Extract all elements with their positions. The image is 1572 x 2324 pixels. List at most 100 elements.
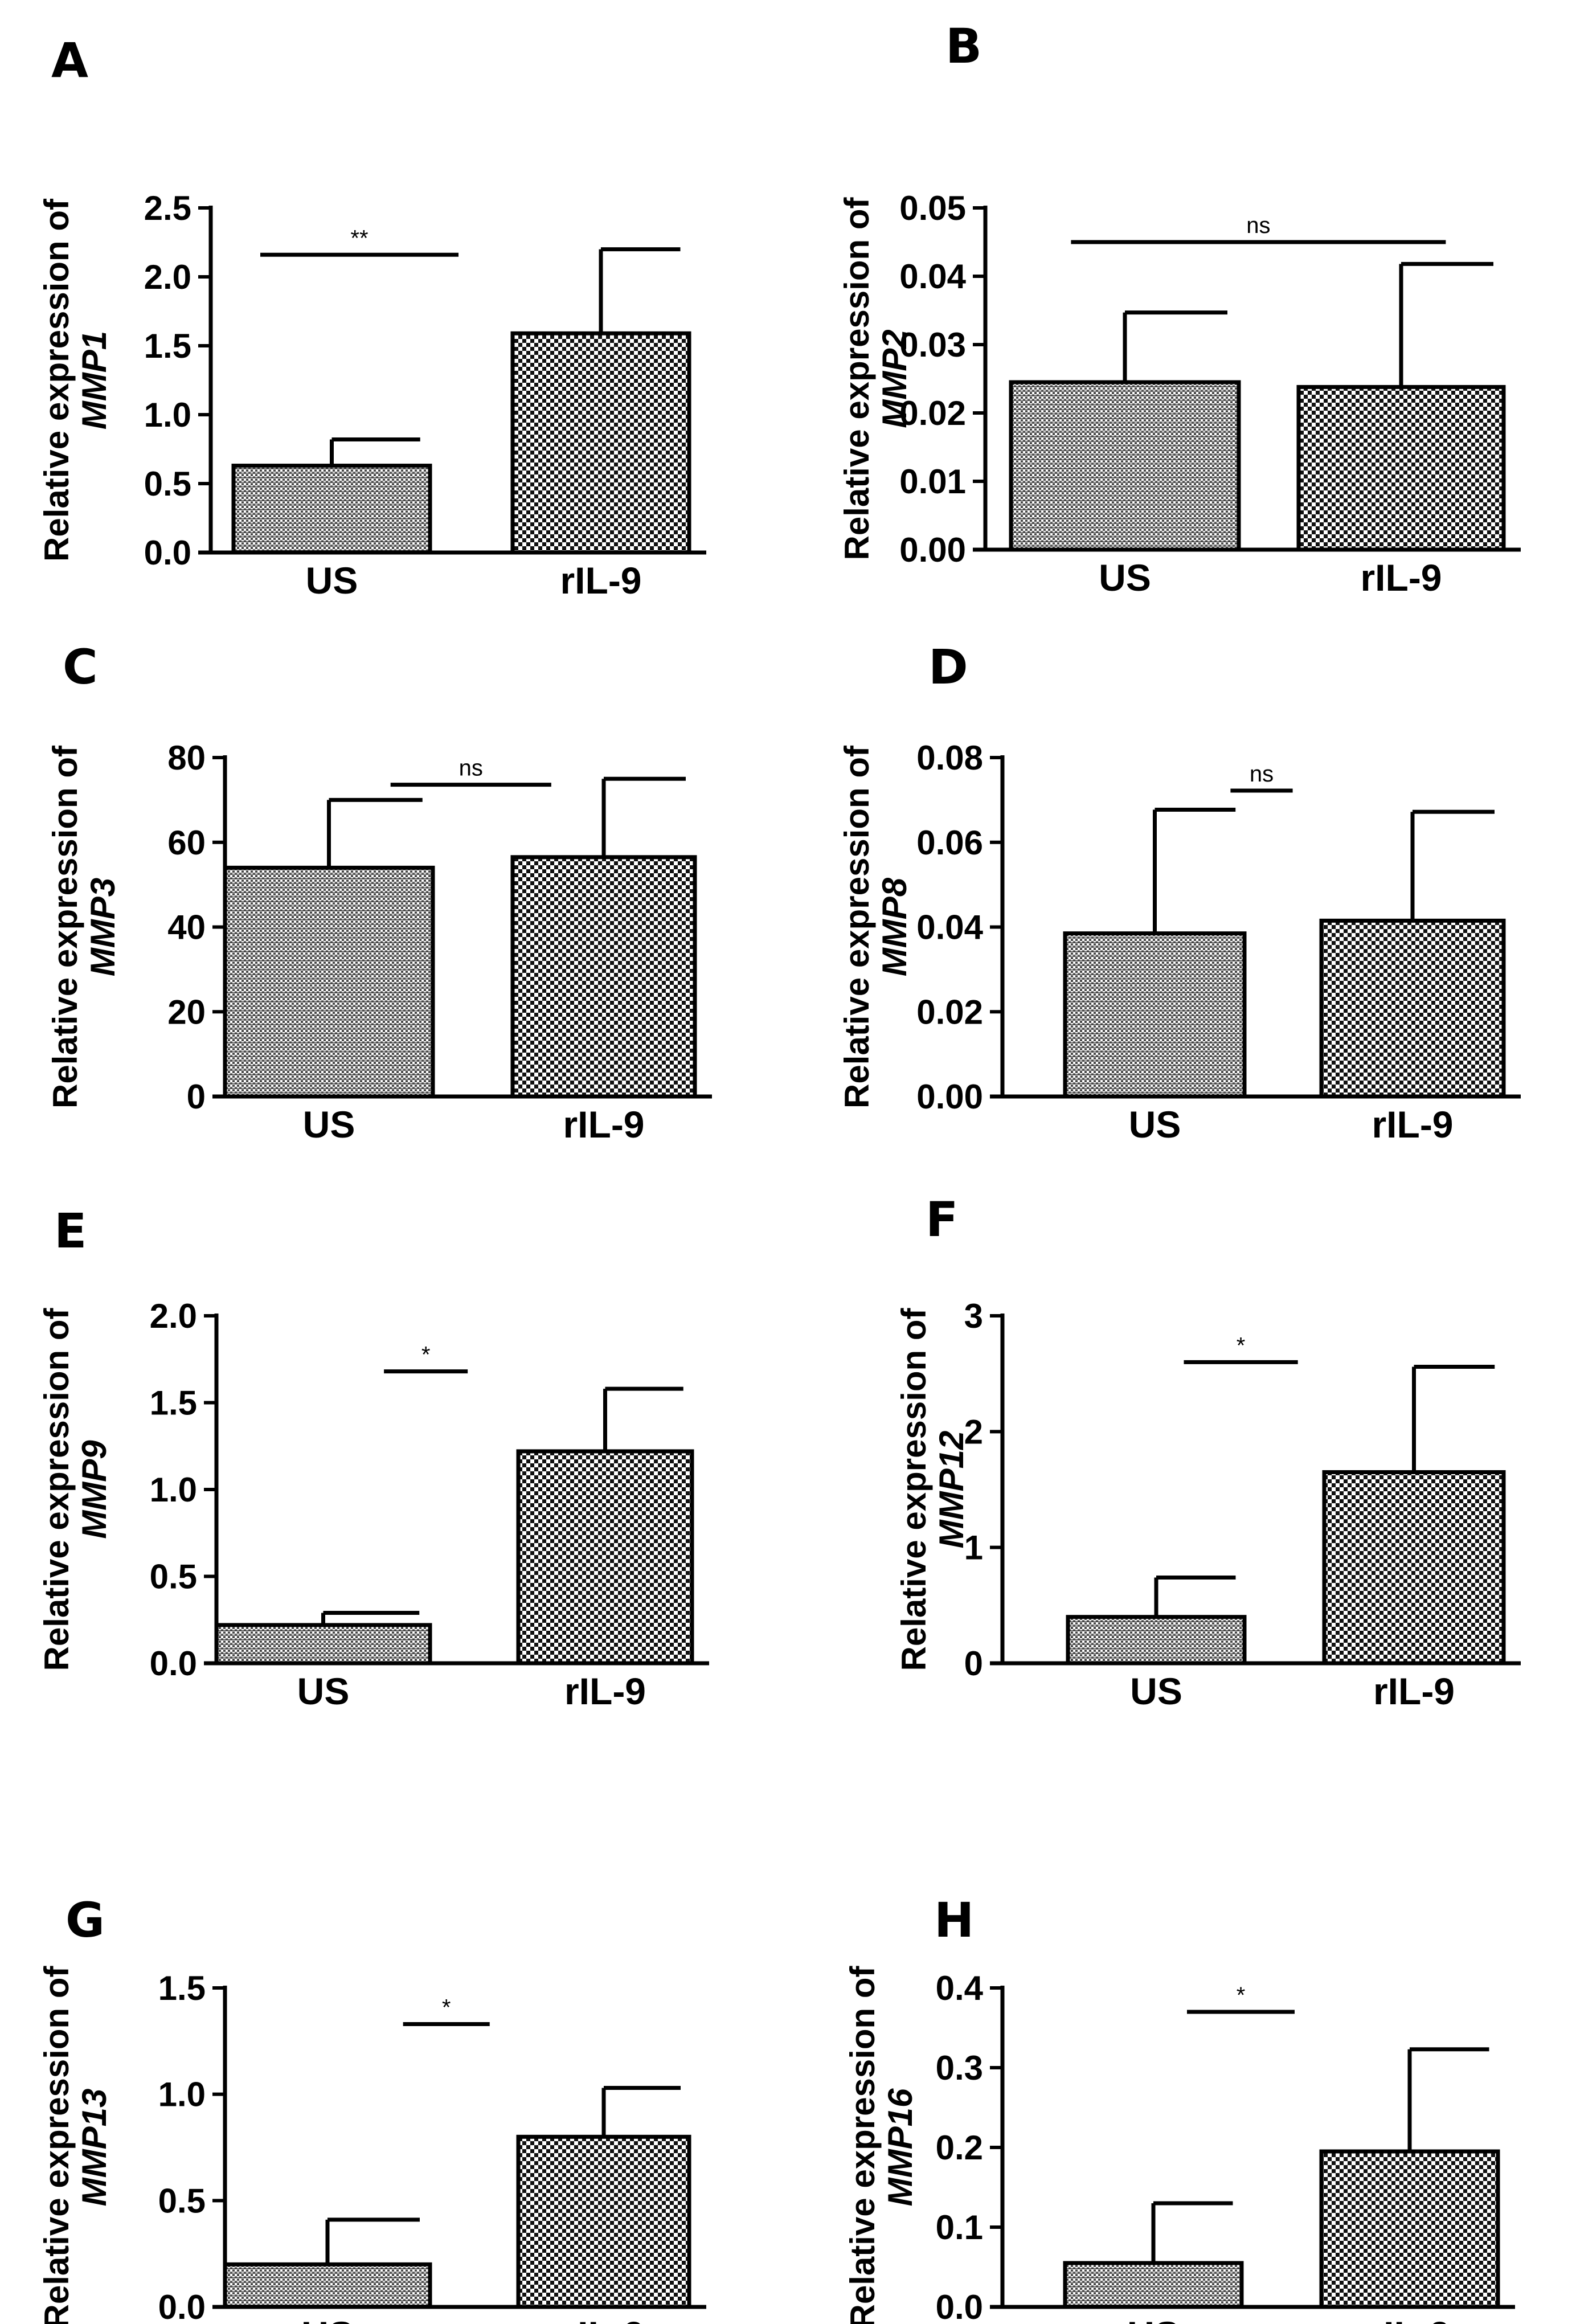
y-tick-label: 40 xyxy=(167,909,206,947)
bar-us-a xyxy=(231,464,432,555)
x-tick-label-us-f: US xyxy=(1130,1670,1182,1712)
y-tick-label: 1.0 xyxy=(144,396,191,434)
panel-letter-a: A xyxy=(51,32,88,88)
y-tick-label: 0.0 xyxy=(158,2288,206,2324)
bar-us-d xyxy=(1063,931,1247,1099)
y-tick-label: 1.5 xyxy=(158,1969,206,2007)
bar-ril9-c xyxy=(510,855,697,1099)
x-tick-label-ril9-g: rIL-9 xyxy=(563,2314,644,2324)
y-tick-label: 2.5 xyxy=(144,189,191,227)
y-tick-label: 1.5 xyxy=(144,327,191,365)
y-tick-label: 0.00 xyxy=(899,531,966,569)
y-tick-label: 2 xyxy=(964,1413,983,1451)
x-tick-label-us-c: US xyxy=(303,1103,355,1145)
y-tick-label: 0.08 xyxy=(916,739,983,777)
y-tick-label: 0.05 xyxy=(899,189,966,227)
x-tick-label-ril9-c: rIL-9 xyxy=(563,1103,644,1145)
y-tick-label: 0.5 xyxy=(150,1558,197,1596)
significance-label-a: ** xyxy=(350,226,368,251)
bar-ril9-d xyxy=(1319,918,1506,1099)
panel-c: C 0 20 40 60 80 Relative expression ofMMP3 US rI… xyxy=(46,639,712,1145)
bar-us-e xyxy=(214,1623,432,1666)
y-axis-label-d: Relative expression ofMMP8 xyxy=(838,745,914,1108)
panel-letter-h: H xyxy=(934,1892,974,1948)
y-tick-label: 0.5 xyxy=(144,465,191,503)
x-tick-label-us-b: US xyxy=(1099,557,1151,599)
panel-e: E 0.0 0.5 1.0 1.5 2.0 Relative expression ofMM… xyxy=(38,1203,709,1712)
y-tick-label: 60 xyxy=(167,824,206,862)
y-tick-label: 0.2 xyxy=(936,2129,983,2167)
y-tick-label: 0.04 xyxy=(899,257,966,296)
y-tick-label: 0 xyxy=(964,1644,983,1683)
x-tick-label-us-g: US xyxy=(301,2314,354,2324)
y-tick-label: 0.5 xyxy=(158,2182,206,2220)
y-axis-label-a: Relative expression ofMMP1 xyxy=(38,198,113,562)
x-tick-label-us-e: US xyxy=(297,1670,350,1712)
bar-ril9-g xyxy=(516,2134,691,2309)
y-tick-label: 0.02 xyxy=(899,394,966,432)
x-tick-label-ril9-h: rIL-9 xyxy=(1369,2314,1450,2324)
significance-label-f: * xyxy=(1237,1333,1246,1358)
y-tick-label: 0.0 xyxy=(150,1644,197,1683)
y-tick-label: 0.0 xyxy=(144,534,191,572)
y-tick-label: 80 xyxy=(167,739,206,777)
y-tick-label: 20 xyxy=(167,993,206,1031)
bar-us-c xyxy=(223,865,435,1099)
panel-a: A 0.0 0.5 1.0 1.5 2.0 2.5 Relative expression o… xyxy=(38,32,706,602)
panel-letter-c: C xyxy=(63,639,98,695)
bar-ril9-a xyxy=(510,331,691,555)
y-tick-label: 1.0 xyxy=(158,2076,206,2114)
bar-us-b xyxy=(1009,380,1241,552)
y-tick-label: 0.03 xyxy=(899,326,966,364)
y-tick-label: 0.4 xyxy=(936,1969,984,2007)
x-tick-label-us-d: US xyxy=(1129,1103,1181,1145)
panel-letter-g: G xyxy=(66,1892,105,1948)
y-axis-label-c: Relative expression ofMMP3 xyxy=(46,745,122,1108)
y-tick-label: 0 xyxy=(187,1078,206,1116)
y-tick-label: 1 xyxy=(964,1529,983,1567)
y-axis-label-e: Relative expression ofMMP9 xyxy=(38,1308,113,1671)
x-tick-label-us-a: US xyxy=(306,559,358,602)
y-tick-label: 0.3 xyxy=(936,2049,983,2087)
panel-h: H 0.0 0.1 0.2 0.3 0.4 Relative expression ofMM… xyxy=(844,1892,1515,2324)
bar-ril9-e xyxy=(516,1449,694,1666)
y-tick-label: 2.0 xyxy=(150,1297,197,1335)
bar-ril9-b xyxy=(1296,384,1506,552)
bar-ril9-h xyxy=(1319,2149,1500,2309)
panels-group: A 0.0 0.5 1.0 1.5 2.0 2.5 Relative expression o… xyxy=(38,18,1521,2324)
y-tick-label: 1.0 xyxy=(150,1471,197,1509)
significance-label-d: ns xyxy=(1250,762,1274,787)
significance-label-c: ns xyxy=(459,756,483,781)
bar-us-g xyxy=(223,2262,432,2309)
y-axis-label-h: Relative expression ofMMP16 xyxy=(844,1966,919,2324)
bar-us-f xyxy=(1066,1615,1247,1666)
significance-label-g: * xyxy=(442,1995,451,2020)
y-tick-label: 0.06 xyxy=(916,824,983,862)
y-tick-label: 0.02 xyxy=(916,993,983,1031)
y-axis-label-b: Relative expression ofMMP2 xyxy=(838,197,914,560)
significance-label-h: * xyxy=(1237,1983,1246,2008)
panel-letter-b: B xyxy=(945,18,982,74)
y-tick-label: 0.0 xyxy=(936,2288,983,2324)
y-tick-label: 1.5 xyxy=(150,1384,197,1422)
x-tick-label-ril9-d: rIL-9 xyxy=(1372,1103,1453,1145)
y-tick-label: 0.1 xyxy=(936,2208,983,2247)
panel-letter-e: E xyxy=(54,1203,87,1259)
y-axis-label-f: Relative expression ofMMP12 xyxy=(895,1308,971,1671)
y-axis-label-g: Relative expression ofMMP13 xyxy=(38,1966,113,2324)
x-tick-label-ril9-a: rIL-9 xyxy=(560,559,641,602)
x-tick-label-ril9-f: rIL-9 xyxy=(1373,1670,1455,1712)
bar-us-h xyxy=(1063,2261,1244,2309)
panel-letter-f: F xyxy=(926,1192,958,1247)
significance-label-e: * xyxy=(421,1343,431,1368)
y-tick-label: 3 xyxy=(964,1297,983,1335)
significance-label-b: ns xyxy=(1246,213,1270,238)
x-tick-label-ril9-b: rIL-9 xyxy=(1360,557,1442,599)
bar-ril9-f xyxy=(1322,1470,1506,1666)
y-tick-label: 0.04 xyxy=(916,909,983,947)
y-tick-label: 0.01 xyxy=(899,463,966,501)
